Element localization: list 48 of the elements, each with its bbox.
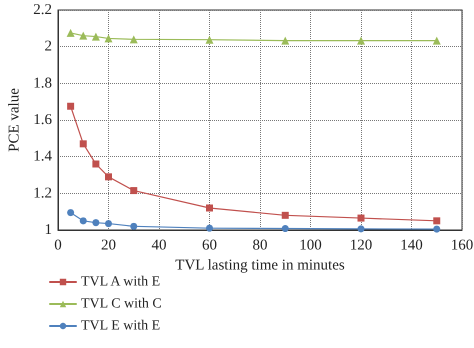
y-axis-title: PCE value — [6, 88, 22, 152]
point — [104, 34, 112, 42]
y-tick-label: 2.2 — [33, 2, 52, 18]
point — [206, 36, 214, 44]
y-tick-label: 1.2 — [33, 185, 52, 202]
y-tick-label: 1.6 — [33, 112, 52, 128]
legend-label: TVL E with E — [81, 318, 160, 334]
point — [92, 32, 100, 41]
x-axis-title: TVL lasting time in minutes — [175, 257, 345, 274]
y-tick-label: 1.8 — [33, 75, 52, 92]
point — [80, 140, 87, 148]
legend-label: TVL C with C — [81, 296, 162, 312]
point — [433, 226, 440, 233]
y-tick-label: 2 — [44, 38, 52, 55]
x-tick-label: 120 — [350, 238, 372, 254]
legend-label: TVL A with E — [81, 274, 160, 290]
point — [67, 209, 74, 216]
x-tick-label: 80 — [252, 238, 268, 254]
point — [281, 36, 290, 45]
point — [80, 217, 87, 224]
point — [79, 32, 88, 40]
point — [432, 36, 441, 45]
x-tick-label: 60 — [202, 238, 217, 254]
point — [357, 36, 365, 45]
point — [66, 28, 75, 37]
x-tick-label: 140 — [400, 238, 423, 254]
point — [282, 212, 289, 219]
point — [358, 214, 364, 222]
x-tick-label: 0 — [54, 238, 62, 254]
x-tick-label: 40 — [152, 238, 166, 254]
y-tick-label: 1.4 — [33, 148, 52, 165]
point — [206, 224, 213, 232]
point — [105, 220, 112, 228]
point — [358, 225, 364, 232]
point — [105, 173, 112, 180]
point — [92, 160, 100, 168]
point — [433, 217, 440, 224]
point — [130, 187, 138, 194]
point — [67, 102, 74, 110]
x-tick-label: 160 — [450, 238, 474, 254]
point — [206, 204, 213, 212]
x-tick-label: 20 — [101, 238, 116, 254]
x-tick-label: 100 — [299, 238, 322, 254]
point — [130, 35, 138, 44]
point — [282, 225, 289, 232]
y-tick-label: 1 — [44, 222, 52, 238]
point — [92, 219, 100, 226]
point — [130, 222, 138, 230]
